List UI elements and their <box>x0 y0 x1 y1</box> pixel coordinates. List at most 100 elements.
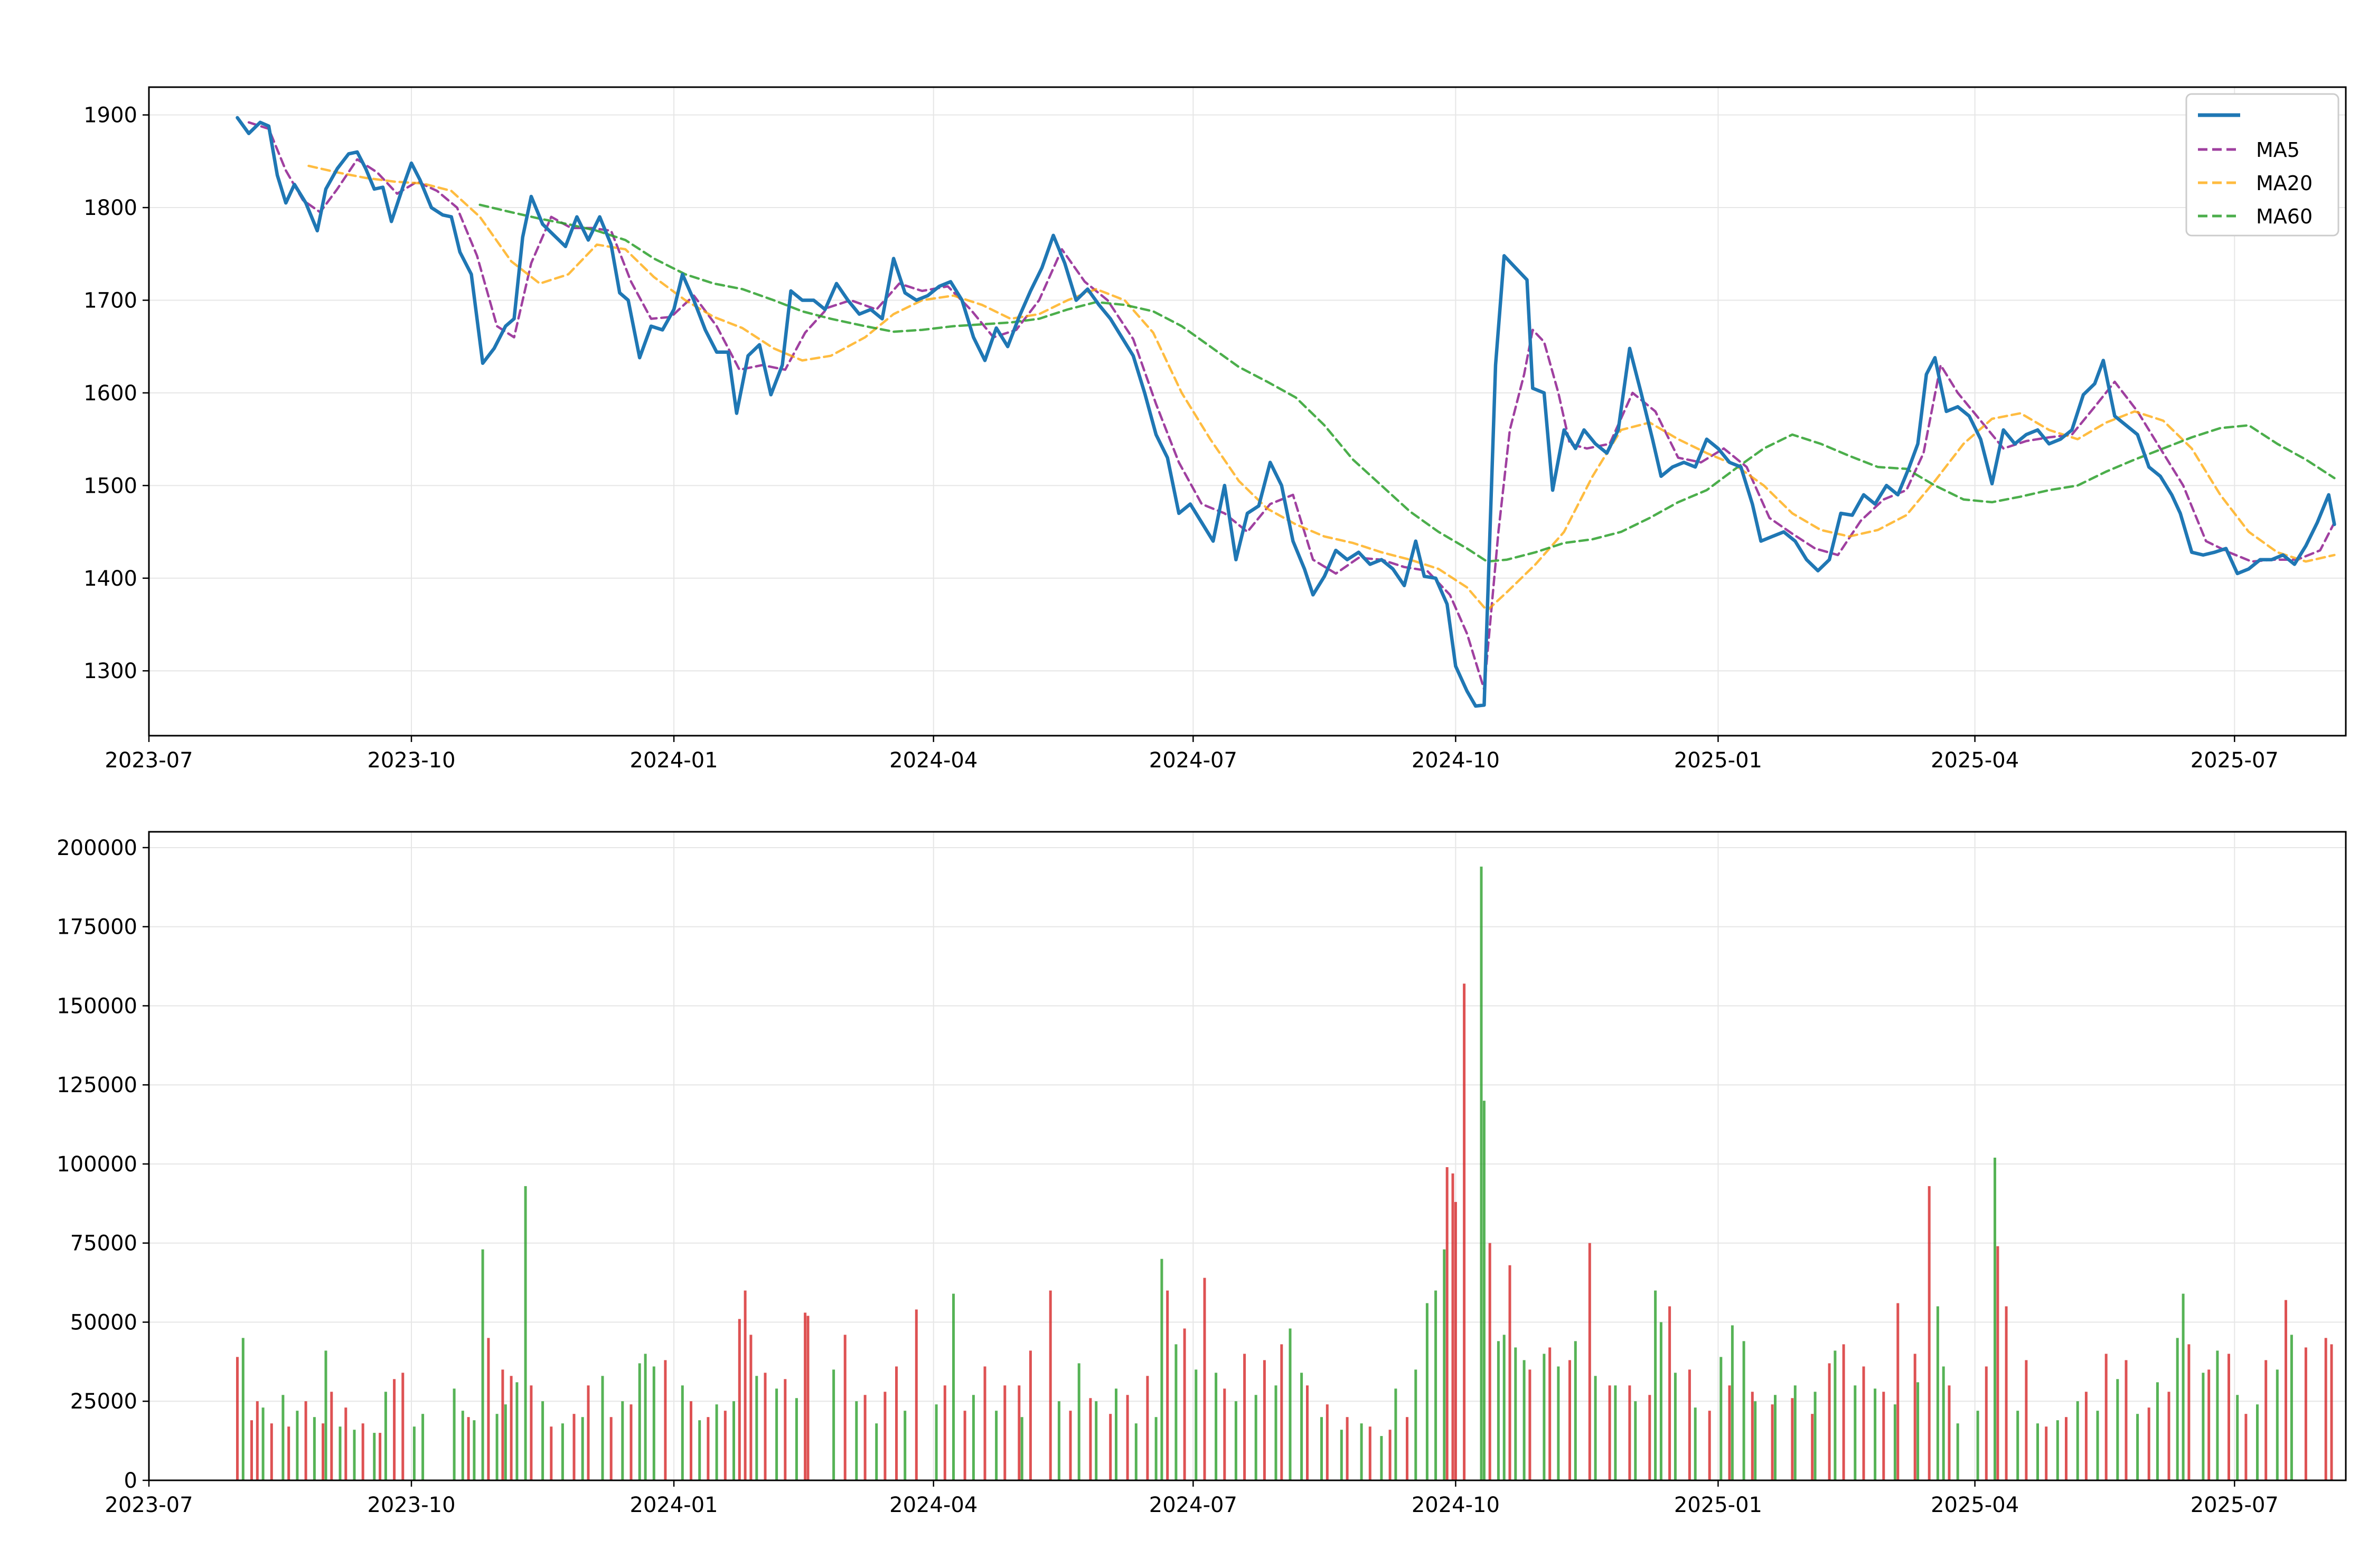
volume-bar-down <box>510 1376 513 1480</box>
volume-bar-up <box>621 1401 624 1480</box>
volume-bar-down <box>2324 1338 2327 1480</box>
volume-bar-down <box>487 1338 490 1480</box>
volume-bar-down <box>1528 1369 1531 1480</box>
volume-bar-up <box>1893 1404 1896 1480</box>
volume-bar-up <box>2016 1411 2019 1480</box>
volume-bar-down <box>256 1401 259 1480</box>
volume-bar-down <box>1454 1201 1457 1480</box>
volume-bar-down <box>1862 1366 1865 1480</box>
volume-plot-frame <box>148 831 2347 1481</box>
volume-bar-up <box>1813 1392 1817 1480</box>
volume-bar-down <box>1089 1398 1092 1480</box>
volume-bar-up <box>2116 1379 2119 1480</box>
volume-bar-down <box>738 1319 741 1480</box>
volume-bar-up <box>524 1186 527 1480</box>
volume-bar-up <box>995 1411 998 1480</box>
legend: MA5 MA20 MA60 <box>2185 93 2339 237</box>
volume-bar-down <box>915 1309 918 1480</box>
volume-bar-down <box>1018 1385 1021 1480</box>
legend-box <box>2185 93 2339 237</box>
volume-bar-down <box>2285 1300 2287 1480</box>
volume-y-tick-label: 100000 <box>57 1152 137 1177</box>
volume-bar-down <box>690 1401 692 1480</box>
price-x-tick-label: 2025-04 <box>1931 748 2019 773</box>
volume-bar-up <box>281 1395 285 1480</box>
volume-bar-up <box>2236 1395 2239 1480</box>
price-series <box>236 116 2336 708</box>
volume-bar-up <box>1340 1430 1343 1480</box>
volume-bar-up <box>1654 1290 1657 1480</box>
volume-bar-down <box>1508 1265 1511 1480</box>
volume-x-tick-label: 2024-07 <box>1149 1493 1237 1517</box>
volume-x-tick-label: 2024-10 <box>1412 1493 1500 1517</box>
volume-bar-up <box>1514 1347 1517 1480</box>
volume-bar-down <box>744 1290 747 1480</box>
volume-bar-down <box>1668 1306 1671 1480</box>
volume-bar-down <box>629 1404 633 1480</box>
volume-bar-down <box>1548 1347 1552 1480</box>
volume-bar-down <box>1913 1354 1916 1480</box>
volume-chart: 2023-07 2023-10 2024-01 2024-04 2024-07 2024-… <box>57 831 2347 1517</box>
volume-bar-down <box>572 1414 576 1480</box>
volume-bar-down <box>2104 1354 2108 1480</box>
legend-ma5-label: MA5 <box>2256 138 2300 162</box>
price-y-tick-label: 1800 <box>83 196 137 220</box>
volume-bar-down <box>1243 1354 1246 1480</box>
volume-x-tick-label: 2025-01 <box>1674 1493 1762 1517</box>
ma20-line <box>307 164 2336 612</box>
volume-bar-up <box>1942 1366 1945 1480</box>
price-x-tick-label: 2024-10 <box>1412 748 1500 773</box>
volume-bar-down <box>1326 1404 1329 1480</box>
price-y-tick-label: 1500 <box>83 474 137 498</box>
volume-bar-down <box>1751 1392 1754 1480</box>
volume-bar-up <box>2182 1293 2185 1480</box>
volume-bar-up <box>2036 1423 2039 1480</box>
legend-ma60-label: MA60 <box>2256 205 2313 228</box>
volume-bar-down <box>1203 1278 1206 1480</box>
volume-bar-down <box>1183 1328 1186 1480</box>
volume-bar-up <box>644 1354 647 1480</box>
volume-bar-down <box>895 1366 898 1480</box>
volume-bar-up <box>421 1414 425 1480</box>
price-x-tick-label: 2024-07 <box>1149 748 1237 773</box>
volume-bar-down <box>2167 1392 2170 1480</box>
volume-bar-down <box>501 1369 504 1480</box>
volume-bar-up <box>1916 1382 1920 1480</box>
volume-bar-down <box>1003 1385 1007 1480</box>
volume-bar-up <box>2156 1382 2159 1480</box>
volume-bar-down <box>2244 1414 2248 1480</box>
volume-bar-down <box>1368 1426 1371 1480</box>
volume-bar-up <box>795 1398 798 1480</box>
volume-bar-up <box>1234 1401 1237 1480</box>
volume-x-tick-label: 2025-04 <box>1931 1493 2019 1517</box>
volume-bar-up <box>1254 1395 1257 1480</box>
volume-bar-down <box>550 1426 553 1480</box>
volume-y-tick-label: 200000 <box>57 836 137 860</box>
volume-bar-up <box>972 1395 975 1480</box>
volume-x-tick-label: 2025-07 <box>2191 1493 2279 1517</box>
volume-bar-up <box>1274 1385 1277 1480</box>
price-y-tick-label: 1900 <box>83 104 137 128</box>
volume-bar-down <box>236 1357 239 1480</box>
volume-bar-up <box>495 1414 499 1480</box>
volume-y-tick-label: 75000 <box>70 1232 137 1256</box>
volume-bar-up <box>1994 1158 1996 1480</box>
volume-bar-down <box>843 1335 847 1480</box>
volume-bar-up <box>373 1433 376 1480</box>
volume-bar-down <box>2045 1426 2048 1480</box>
volume-bar-up <box>473 1420 476 1480</box>
volume-bar-down <box>344 1407 347 1480</box>
volume-bar-up <box>904 1411 907 1480</box>
volume-bar-up <box>1834 1350 1837 1480</box>
volume-bar-up <box>1874 1388 1877 1480</box>
volume-y-tick-label: 50000 <box>70 1310 137 1335</box>
price-x-tick-label: 2024-01 <box>630 748 718 773</box>
volume-bar-up <box>1057 1401 1060 1480</box>
close-price-line <box>236 116 2336 708</box>
volume-bar-down <box>2005 1306 2008 1480</box>
volume-bar-up <box>1425 1303 1428 1480</box>
volume-bar-up <box>1594 1376 1597 1480</box>
volume-bar-up <box>1394 1388 1397 1480</box>
ma60-line <box>478 203 2336 563</box>
